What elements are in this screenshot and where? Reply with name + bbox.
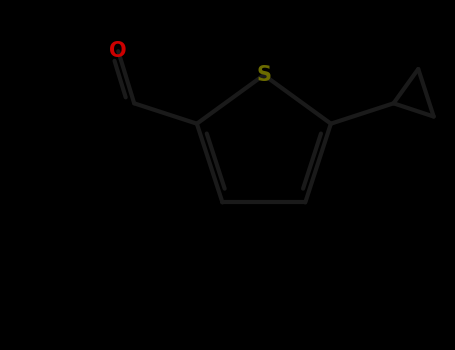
Text: S: S	[256, 65, 271, 85]
Text: O: O	[109, 41, 127, 61]
